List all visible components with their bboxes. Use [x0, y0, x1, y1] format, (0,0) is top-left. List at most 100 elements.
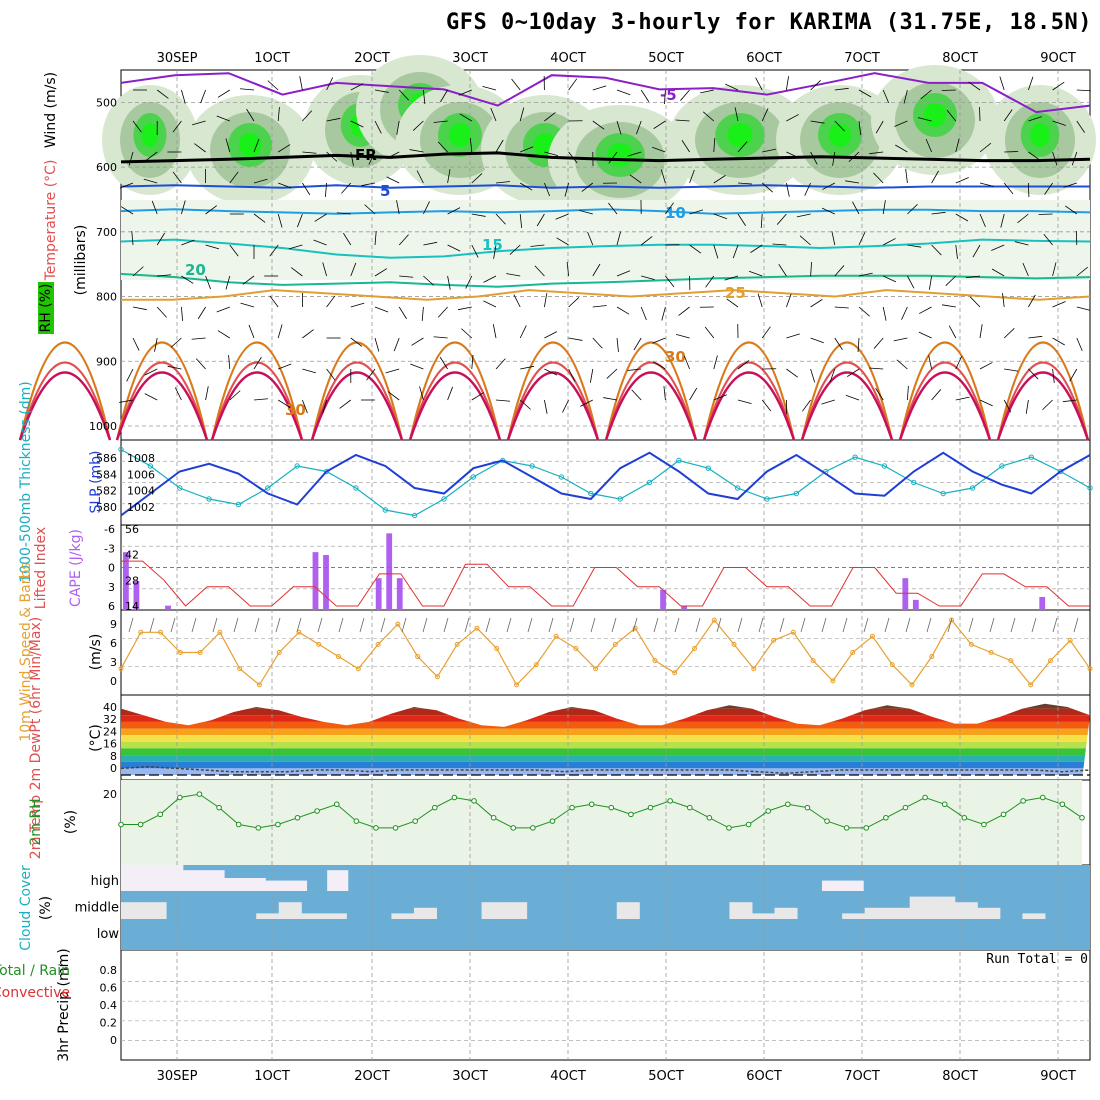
wind-barb [192, 120, 206, 126]
rh2m-point [471, 798, 477, 804]
cape-bar [902, 578, 909, 610]
wind-barb [907, 244, 922, 248]
wind-barb [979, 142, 992, 153]
wind-barb [608, 202, 618, 215]
rh2m-point [981, 821, 987, 828]
wind-barb [834, 337, 843, 350]
wind-barb [520, 146, 534, 153]
wind-speed-point [256, 682, 262, 688]
chart-title: GFS 0~10day 3-hourly for KARIMA (31.75E,… [445, 10, 1092, 35]
thickness-axis-label: 1000-500mb Thickness (dm) [18, 381, 34, 582]
wind-barb [1076, 120, 1085, 133]
wind-barb [821, 399, 835, 405]
wind-barb [1052, 120, 1066, 126]
wind-barb [409, 149, 424, 153]
top-x-tick: 30SEP [157, 51, 198, 66]
contour-label: 15 [482, 236, 503, 254]
temp-band [121, 735, 1090, 742]
wind-barb [810, 368, 816, 383]
wind-barb [350, 302, 365, 308]
temp-band [121, 741, 1090, 749]
wind-speed-point [929, 654, 935, 660]
wind-barb [1003, 327, 1015, 339]
wind-barb [580, 399, 593, 407]
thickness-point [265, 485, 271, 491]
thickness-point [881, 463, 888, 469]
boundary-layer-contour [996, 361, 1090, 441]
wind-barb [920, 89, 932, 100]
wind-barb [471, 244, 479, 258]
wind-barb [616, 89, 631, 96]
wind-barb [421, 306, 424, 321]
surface-wind-barb [569, 617, 575, 633]
boundary-layer-contour [408, 371, 502, 441]
top-x-tick: 2OCT [354, 51, 390, 66]
wind-barb [845, 180, 860, 184]
rh-shade-core [448, 123, 472, 147]
wind-barb [126, 368, 134, 382]
bottom-x-tick: 7OCT [844, 1069, 880, 1084]
wind-barb [928, 355, 932, 370]
thickness-point [147, 463, 154, 469]
wind-barb [336, 212, 351, 215]
wind-barb [297, 213, 303, 228]
wind-speed-point [1087, 666, 1093, 672]
wind-barb [544, 112, 556, 122]
wind-barb [834, 120, 845, 132]
wind-barb [519, 107, 525, 122]
wind-barb [810, 79, 821, 91]
cloud-high-bar [265, 880, 287, 891]
cape-bar [133, 581, 140, 610]
wind-barb [324, 182, 327, 197]
wind-barb [267, 80, 279, 91]
wind-barb [616, 120, 622, 135]
wind-barb [326, 77, 334, 91]
wind-speed-point [553, 633, 559, 639]
pressure-tick: 800 [96, 291, 117, 304]
wind-barb [652, 146, 666, 153]
wind-barb [665, 275, 675, 288]
wind-barb [1052, 301, 1066, 308]
wind-barb [461, 328, 473, 339]
boundary-layer-contour [310, 361, 404, 441]
cape-bar [660, 589, 666, 610]
temp-band [121, 761, 1090, 769]
wind-barb [931, 389, 942, 401]
thickness-tick: 584 [96, 468, 117, 481]
cloud-middle-bar [391, 913, 415, 919]
thickness-point [1087, 485, 1093, 491]
wind-barb [326, 295, 336, 308]
wind-barb [459, 113, 473, 122]
surface-wind-barb [233, 617, 239, 633]
wind-speed-point [395, 621, 401, 627]
wind-speed-line [120, 619, 1091, 686]
wind-speed-point [1008, 658, 1014, 664]
pressure-tick: 500 [96, 96, 117, 109]
rh-shade-core [238, 133, 262, 157]
wind-speed-point [1067, 637, 1073, 643]
rh2m-point [706, 814, 713, 821]
wind-speed-point [573, 645, 579, 651]
wind-barb [278, 182, 292, 189]
top-x-tick: 8OCT [942, 51, 978, 66]
rh2m-point [1059, 801, 1066, 808]
wind-barb [374, 337, 380, 352]
wind-barb [931, 170, 939, 184]
wind-barb [894, 120, 908, 127]
wind-barb [1052, 151, 1058, 166]
thickness-point [558, 474, 565, 480]
boundary-layer-contour [898, 371, 992, 441]
thickness-point [969, 485, 976, 491]
cloud-high-bar [327, 870, 349, 891]
wind-barb [796, 213, 811, 218]
rh2m-point [118, 821, 124, 828]
temp-band [121, 715, 1090, 722]
wind-barb [181, 89, 186, 104]
contour-label: 10 [665, 204, 686, 222]
bottom-x-tick: 30SEP [157, 1069, 198, 1084]
wind-barb [519, 213, 523, 228]
wind-barb [713, 355, 718, 370]
wind-barb [660, 169, 666, 184]
surface-wind-barb [821, 617, 827, 633]
wind-speed-point [177, 650, 183, 655]
